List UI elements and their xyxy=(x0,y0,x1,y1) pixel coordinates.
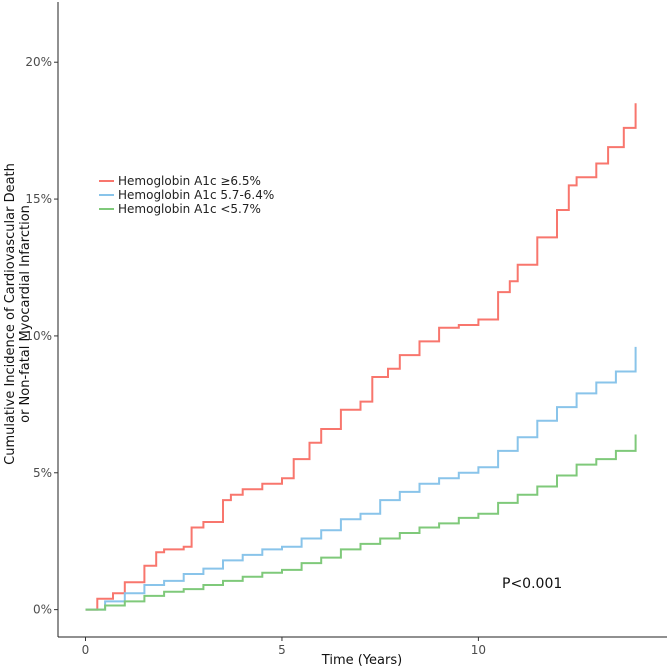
y-ticks: 0% 5% 10% 15% 20% xyxy=(25,55,58,617)
series-line-a1c-mid xyxy=(85,346,637,611)
y-tick-label: 0% xyxy=(33,603,52,617)
y-tick-label: 10% xyxy=(25,329,52,343)
series-line-a1c-high xyxy=(85,103,637,611)
series-layer xyxy=(85,103,637,611)
y-axis-title-line-1: Cumulative Incidence of Cardiovascular D… xyxy=(3,163,18,465)
x-tick-label: 5 xyxy=(278,643,286,657)
p-value-annotation: P<0.001 xyxy=(502,576,562,592)
axes xyxy=(57,2,667,638)
x-axis-title: Time (Years) xyxy=(321,653,402,668)
legend-label-a1c-mid: Hemoglobin A1c 5.7-6.4% xyxy=(118,188,274,202)
x-tick-label: 10 xyxy=(471,643,486,657)
legend-label-a1c-high: Hemoglobin A1c ≥6.5% xyxy=(118,174,261,188)
y-tick-label: 5% xyxy=(33,466,52,480)
y-axis-title-line-2: or Non-fatal Myocardial Infarction xyxy=(18,205,33,423)
legend-label-a1c-low: Hemoglobin A1c <5.7% xyxy=(118,202,261,216)
legend: Hemoglobin A1c ≥6.5% Hemoglobin A1c 5.7-… xyxy=(99,174,274,216)
y-tick-label: 15% xyxy=(25,192,52,206)
y-tick-label: 20% xyxy=(25,55,52,69)
series-line-a1c-low xyxy=(85,434,637,611)
y-axis-title: Cumulative Incidence of Cardiovascular D… xyxy=(3,163,33,465)
x-ticks: 0 5 10 xyxy=(82,637,486,657)
x-tick-label: 0 xyxy=(82,643,90,657)
